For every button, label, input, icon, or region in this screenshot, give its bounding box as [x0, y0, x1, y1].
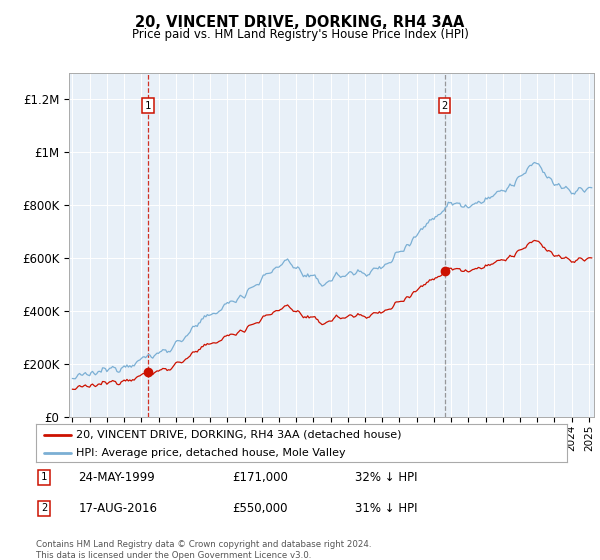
- Text: Price paid vs. HM Land Registry's House Price Index (HPI): Price paid vs. HM Land Registry's House …: [131, 28, 469, 41]
- Text: 20, VINCENT DRIVE, DORKING, RH4 3AA: 20, VINCENT DRIVE, DORKING, RH4 3AA: [136, 15, 464, 30]
- Text: 1: 1: [41, 473, 47, 482]
- Text: 32% ↓ HPI: 32% ↓ HPI: [355, 471, 417, 484]
- Text: 17-AUG-2016: 17-AUG-2016: [79, 502, 157, 515]
- Text: 24-MAY-1999: 24-MAY-1999: [79, 471, 155, 484]
- Text: 31% ↓ HPI: 31% ↓ HPI: [355, 502, 417, 515]
- Text: 2: 2: [41, 503, 47, 513]
- Text: Contains HM Land Registry data © Crown copyright and database right 2024.
This d: Contains HM Land Registry data © Crown c…: [36, 540, 371, 559]
- Text: 1: 1: [145, 100, 151, 110]
- Text: 2: 2: [442, 100, 448, 110]
- Text: £171,000: £171,000: [232, 471, 289, 484]
- Text: HPI: Average price, detached house, Mole Valley: HPI: Average price, detached house, Mole…: [76, 448, 346, 458]
- Text: 20, VINCENT DRIVE, DORKING, RH4 3AA (detached house): 20, VINCENT DRIVE, DORKING, RH4 3AA (det…: [76, 430, 401, 440]
- Text: £550,000: £550,000: [232, 502, 288, 515]
